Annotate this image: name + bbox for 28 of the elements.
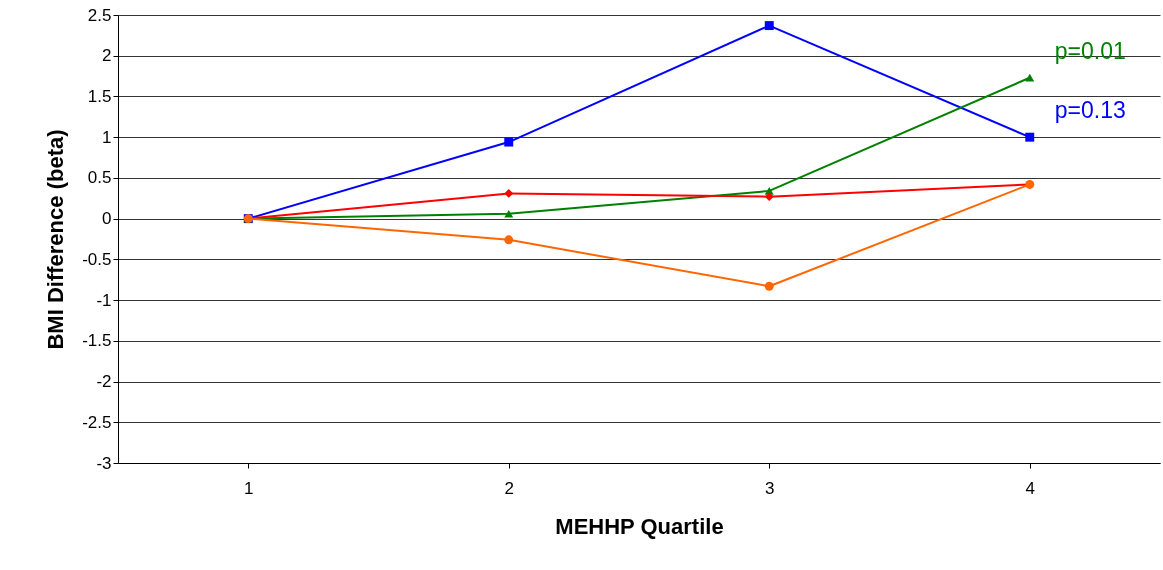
y-tick-label: -1.5	[82, 331, 112, 351]
y-tick-label: 0	[102, 209, 112, 229]
x-tick-label: 1	[244, 478, 254, 498]
y-tick-label: -2.5	[82, 412, 112, 432]
y-tick-label: -1	[96, 290, 112, 310]
y-tick-label: 2	[102, 46, 112, 66]
y-tick-label: -2	[96, 372, 112, 392]
y-tick-label: 0.5	[87, 168, 112, 188]
point	[764, 281, 774, 291]
point	[764, 192, 774, 202]
x-tick-label: 3	[765, 478, 775, 498]
x-tick-label: 4	[1025, 478, 1035, 498]
x-tick-label: 2	[504, 478, 514, 498]
y-tick-label: -0.5	[82, 249, 112, 269]
point	[504, 137, 514, 147]
y-tick-label: -3	[96, 453, 112, 473]
y-tick-label: 1	[102, 127, 112, 147]
point	[504, 188, 514, 198]
y-axis-title: BMI Difference (beta)	[43, 129, 69, 350]
point	[1025, 132, 1035, 142]
point	[1025, 73, 1035, 82]
x-axis-title: MEHHP Quartile	[555, 513, 724, 539]
y-tick-label: 1.5	[87, 86, 112, 106]
point	[504, 235, 514, 245]
point	[504, 209, 514, 218]
series-label: p=0.13	[1054, 97, 1126, 124]
y-tick-label: 2.5	[87, 5, 112, 25]
point	[764, 21, 774, 31]
